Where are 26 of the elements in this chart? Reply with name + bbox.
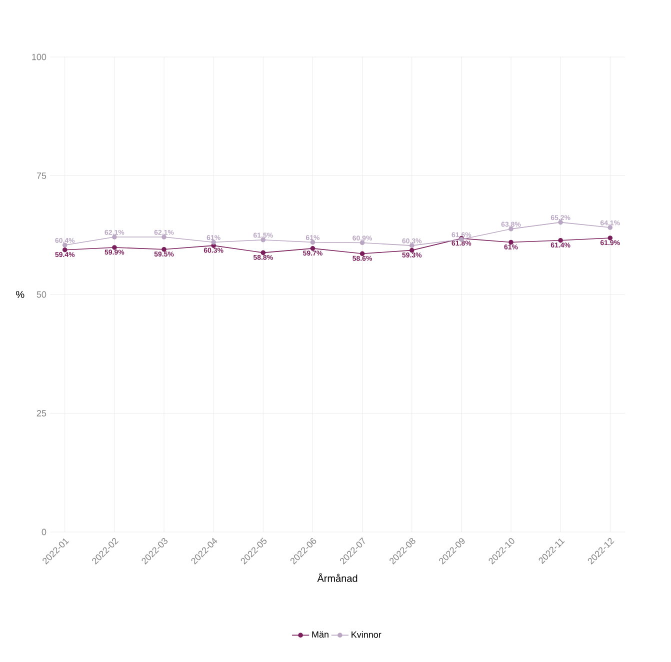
- y-axis-title: %: [16, 290, 24, 298]
- point: [211, 240, 216, 245]
- y-tick-label: 75: [36, 172, 46, 179]
- legend-label: Kvinnor: [352, 631, 382, 638]
- point: [112, 234, 117, 240]
- point: [62, 242, 68, 248]
- point: [162, 234, 166, 240]
- point: [162, 246, 166, 252]
- y-tick-label: 50: [36, 291, 46, 298]
- point: [62, 247, 68, 252]
- y-tick-label: 25: [36, 410, 46, 416]
- point: [310, 240, 316, 245]
- y-tick-label: 0: [42, 528, 46, 536]
- point: [409, 243, 414, 248]
- point: [608, 225, 613, 230]
- point: [508, 226, 514, 232]
- point: [409, 248, 414, 253]
- point: [112, 245, 117, 250]
- legend-label: Män: [312, 631, 328, 638]
- point: [360, 240, 365, 246]
- x-axis-title: Årmånad: [317, 573, 358, 582]
- point: [508, 240, 514, 245]
- y-tick-label: 100: [32, 54, 46, 60]
- point: [608, 236, 613, 240]
- point: [558, 238, 563, 243]
- point: [310, 246, 316, 251]
